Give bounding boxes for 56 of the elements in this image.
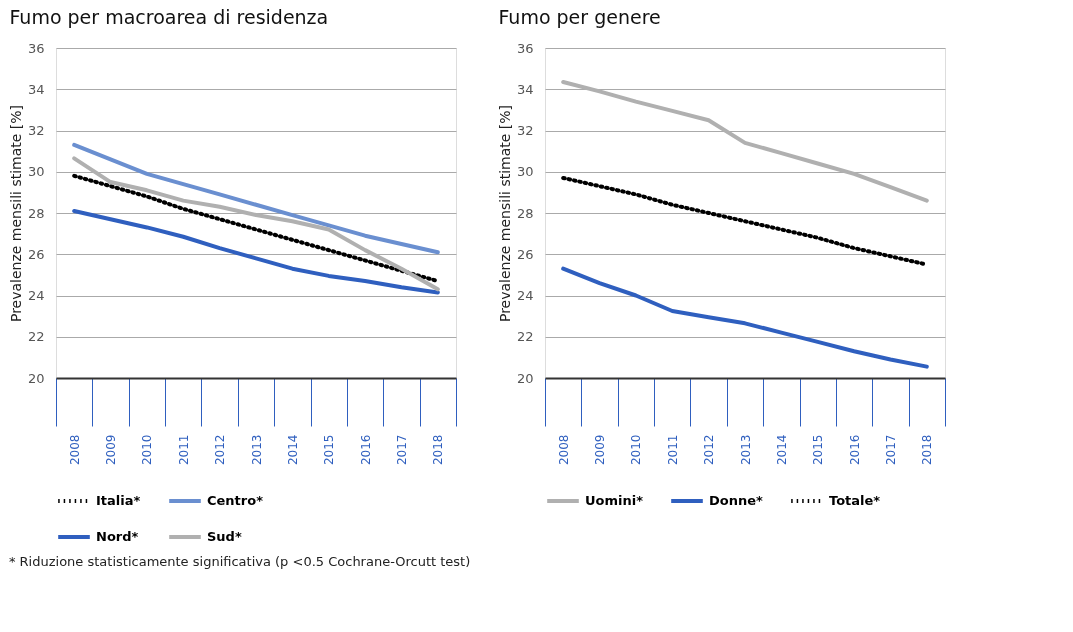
y-tick-label: 36 [27,40,45,56]
line-series [72,208,440,295]
y-tick-label: 20 [27,370,45,386]
legend-label: Uomini* [585,493,644,508]
y-axis-title: Prevalenze mensili stimate [%] [7,104,24,323]
x-tick-label: 2008 [67,434,82,466]
chart-title: Fumo per genere [498,6,661,28]
legend-label: Donne* [709,493,764,508]
line-series [561,266,929,369]
y-tick-label: 34 [516,81,534,97]
x-tick-label: 2016 [847,434,862,466]
x-tick-label: 2011 [176,434,191,466]
legend-label: Totale* [829,493,881,508]
line-series [72,142,440,255]
y-tick-label: 22 [516,329,534,345]
y-tick-label: 36 [516,40,534,56]
x-tick-label: 2015 [811,434,826,466]
y-tick-label: 28 [516,205,534,221]
x-tick-label: 2009 [104,434,119,466]
chart-title: Fumo per macroarea di residenza [9,6,329,28]
y-tick-label: 20 [516,370,534,386]
x-tick-label: 2018 [431,434,446,466]
legend-label: Nord* [96,529,139,544]
legend-label: Sud* [207,529,242,544]
y-tick-label: 28 [27,205,45,221]
x-tick-label: 2015 [322,434,337,466]
x-tick-label: 2013 [249,434,264,466]
y-tick-label: 32 [27,123,45,138]
y-tick-label: 26 [27,246,45,262]
x-tick-label: 2011 [665,434,680,466]
x-tick-label: 2012 [702,434,717,466]
x-tick-label: 2018 [920,434,935,466]
x-tick-label: 2014 [285,434,300,466]
x-tick-label: 2016 [358,434,373,466]
legend-label: Italia* [96,493,141,508]
y-tick-label: 34 [27,81,45,97]
line-series [72,173,440,284]
y-axis-title: Prevalenze mensili stimate [%] [496,104,513,323]
text: * Riduzione statisticamente significativa (p <0.5 Cochrane-Orcutt test) [8,553,471,569]
y-tick-label: 24 [27,288,45,303]
y-tick-label: 22 [27,329,45,345]
y-tick-label: 30 [516,164,534,180]
x-tick-label: 2014 [774,434,789,466]
legend-label: Centro* [207,493,264,508]
x-tick-label: 2009 [593,434,608,466]
y-tick-label: 24 [516,288,534,303]
x-tick-label: 2017 [883,434,898,466]
x-tick-label: 2010 [140,434,155,466]
x-tick-label: 2010 [629,434,644,466]
y-tick-label: 30 [27,164,45,180]
x-tick-label: 2008 [556,434,571,466]
x-tick-label: 2013 [738,434,753,466]
x-tick-label: 2017 [394,434,409,466]
x-tick-label: 2012 [213,434,228,466]
y-tick-label: 32 [516,123,534,138]
y-tick-label: 26 [516,246,534,262]
